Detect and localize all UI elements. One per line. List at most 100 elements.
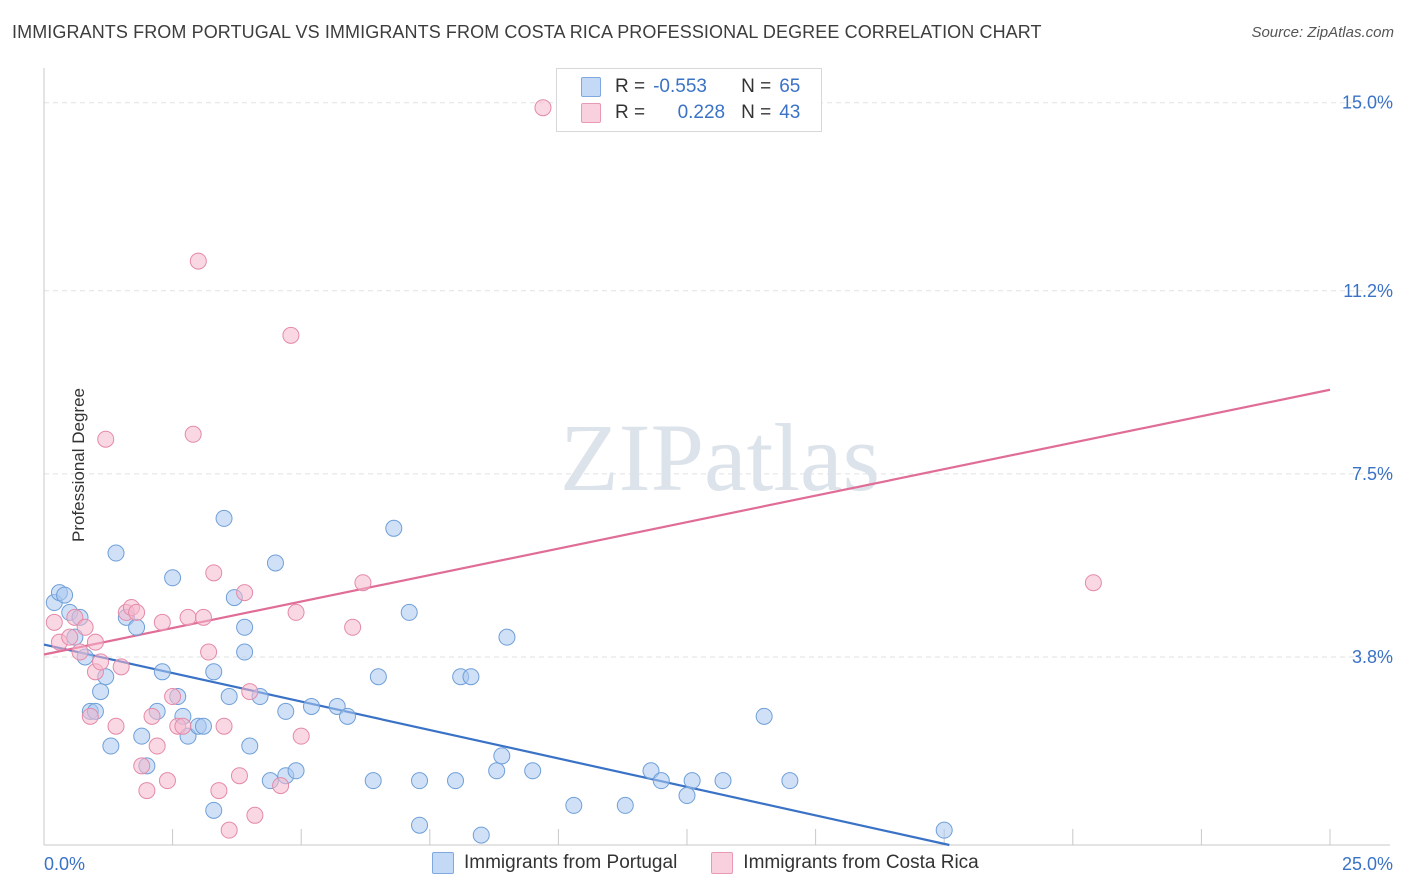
point-portugal: [194, 717, 212, 735]
point-costa-rica: [184, 425, 202, 443]
point-portugal: [215, 509, 233, 527]
point-costa-rica: [107, 717, 125, 735]
point-costa-rica: [236, 584, 254, 602]
data-points: [45, 99, 1102, 844]
point-costa-rica: [174, 717, 192, 735]
point-portugal: [153, 663, 171, 681]
legend-r-value: 0.228: [677, 102, 726, 123]
point-portugal: [236, 618, 254, 636]
legend-label-portugal: Immigrants from Portugal: [464, 852, 678, 873]
watermark: ZIPatlas: [560, 404, 880, 511]
point-portugal: [524, 762, 542, 780]
point-portugal: [642, 762, 660, 780]
point-portugal: [220, 688, 238, 706]
point-costa-rica: [292, 727, 310, 745]
point-portugal: [385, 519, 403, 537]
point-portugal: [616, 796, 634, 814]
point-costa-rica: [272, 777, 290, 795]
point-costa-rica: [189, 252, 207, 270]
point-portugal: [462, 668, 480, 686]
x-tick-label: 0.0%: [44, 854, 85, 874]
point-costa-rica: [164, 688, 182, 706]
point-portugal: [277, 702, 295, 720]
point-portugal: [205, 801, 223, 819]
point-costa-rica: [210, 782, 228, 800]
point-costa-rica: [138, 782, 156, 800]
legend-row-portugal: R = -0.553 N = 65: [581, 74, 800, 100]
point-costa-rica: [158, 772, 176, 790]
point-costa-rica: [71, 643, 89, 661]
point-portugal: [493, 747, 511, 765]
point-costa-rica: [81, 707, 99, 725]
point-costa-rica: [534, 99, 552, 117]
trend-lines: [43, 388, 1331, 847]
point-costa-rica: [128, 603, 146, 621]
point-costa-rica: [287, 603, 305, 621]
point-costa-rica: [246, 806, 264, 824]
y-tick-label: 15.0%: [1342, 93, 1393, 113]
point-portugal: [369, 668, 387, 686]
point-portugal: [266, 554, 284, 572]
point-portugal: [56, 586, 74, 604]
point-costa-rica: [354, 574, 372, 592]
legend-swatch-costa-rica: [711, 852, 734, 874]
point-costa-rica: [76, 618, 94, 636]
y-tick-label: 7.5%: [1352, 464, 1393, 484]
legend-swatch-costa-rica: [581, 103, 601, 123]
legend-r-value: -0.553: [653, 76, 707, 97]
point-costa-rica: [200, 643, 218, 661]
point-costa-rica: [143, 707, 161, 725]
point-portugal: [107, 544, 125, 562]
tick-labels: 3.8% 7.5% 11.2% 15.0% 0.0% 25.0%: [44, 93, 1393, 874]
point-costa-rica: [61, 628, 79, 646]
point-portugal: [652, 772, 670, 790]
legend-r-label: R =: [615, 76, 646, 97]
correlation-legend: R = -0.553 N = 65 R = 0.228 N = 43: [556, 68, 822, 132]
point-costa-rica: [92, 653, 110, 671]
point-costa-rica: [148, 737, 166, 755]
legend-n-label: N =: [741, 76, 772, 97]
point-portugal: [241, 737, 259, 755]
point-costa-rica: [97, 430, 115, 448]
point-costa-rica: [45, 613, 63, 631]
point-portugal: [302, 697, 320, 715]
chart-title: IMMIGRANTS FROM PORTUGAL VS IMMIGRANTS F…: [12, 22, 1042, 42]
point-costa-rica: [66, 608, 84, 626]
point-costa-rica: [215, 717, 233, 735]
point-costa-rica: [344, 618, 362, 636]
point-portugal: [164, 569, 182, 587]
legend-r-label: R =: [615, 102, 646, 123]
point-portugal: [411, 816, 429, 834]
point-portugal: [205, 663, 223, 681]
point-portugal: [683, 772, 701, 790]
point-portugal: [328, 697, 346, 715]
point-portugal: [678, 787, 696, 805]
axes: [43, 68, 1390, 846]
point-portugal: [338, 707, 356, 725]
point-portugal: [498, 628, 516, 646]
legend-n-label: N =: [741, 102, 772, 123]
point-costa-rica: [112, 658, 130, 676]
legend-n-value: 43: [779, 102, 801, 123]
x-tick-label: 25.0%: [1342, 854, 1393, 874]
y-tick-label: 11.2%: [1343, 281, 1393, 301]
point-portugal: [133, 727, 151, 745]
point-portugal: [935, 821, 953, 839]
point-portugal: [236, 643, 254, 661]
point-costa-rica: [230, 767, 248, 785]
point-portugal: [411, 772, 429, 790]
trend-line-portugal: [43, 643, 950, 847]
point-costa-rica: [153, 613, 171, 631]
point-portugal: [128, 618, 146, 636]
legend-swatch-portugal: [432, 852, 454, 874]
point-costa-rica: [194, 608, 212, 626]
gridlines: [44, 102, 1390, 658]
legend-item-costa-rica: Immigrants from Costa Rica: [711, 852, 979, 874]
point-portugal: [781, 772, 799, 790]
point-costa-rica: [241, 683, 259, 701]
point-portugal: [102, 737, 120, 755]
series-legend: Immigrants from Portugal Immigrants from…: [432, 852, 1013, 874]
legend-row-costa-rica: R = 0.228 N = 43: [581, 100, 800, 126]
y-tick-label: 3.8%: [1352, 647, 1393, 667]
source-label: Source: ZipAtlas.com: [1251, 24, 1394, 41]
